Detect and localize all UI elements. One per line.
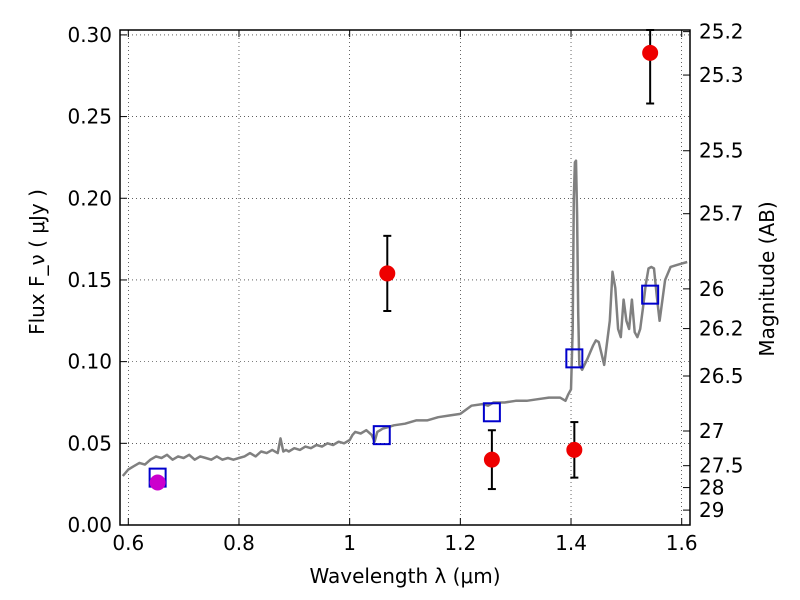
magnitude-tick-label: 25.5: [699, 139, 744, 163]
observed-flux-point: [642, 44, 659, 61]
magnitude-tick-label: 25.2: [699, 20, 744, 44]
plot-frame: [119, 29, 691, 526]
plot-area: [121, 29, 688, 491]
y-tick-label: 0.10: [67, 350, 112, 374]
observed-flux-point: [149, 474, 166, 491]
x-tick-label: 1.2: [444, 531, 476, 555]
x-axis: 0.6 0.8 1 1.2 1.4 1.6: [112, 30, 698, 555]
magnitude-tick-label: 27.5: [699, 454, 744, 478]
x-tick-label: 1.6: [666, 531, 698, 555]
model-flux-square: [641, 284, 660, 305]
x-tick-label: 0.8: [223, 531, 255, 555]
y-tick-label: 0.20: [67, 186, 112, 210]
magnitude-tick-label: 26.2: [699, 317, 744, 341]
x-tick-label: 1.4: [555, 531, 587, 555]
magnitude-tick-label: 29: [699, 498, 724, 522]
y-axis: 0.00 0.05 0.10 0.15 0.20 0.25 0.30: [67, 23, 127, 537]
y-tick-label: 0.05: [67, 431, 112, 455]
y-tick-label: 0.15: [67, 268, 112, 292]
observed-flux-point: [483, 451, 500, 468]
x-tick-label: 0.6: [112, 531, 144, 555]
magnitude-tick-label: 25.3: [699, 63, 744, 87]
magnitude-axis-label: Magnitude (AB): [755, 201, 779, 356]
model-spectrum-line: [121, 159, 688, 477]
magnitude-tick-label: 28: [699, 476, 724, 500]
model-flux-square: [565, 348, 584, 369]
magnitude-tick-label: 26: [699, 277, 724, 301]
model-flux-square: [482, 402, 501, 423]
model-flux-square: [372, 425, 391, 446]
y-tick-label: 0.30: [67, 23, 112, 47]
grid-lines: [120, 30, 690, 526]
y-tick-label: 0.25: [67, 105, 112, 129]
magnitude-tick-label: 26.5: [699, 364, 744, 388]
y-axis-label: Flux F_ν ( μJy ): [25, 189, 49, 335]
observed-flux-point: [379, 265, 396, 282]
x-tick-label: 1: [343, 531, 356, 555]
observed-flux-point: [566, 441, 583, 458]
y-tick-label: 0.00: [67, 513, 112, 537]
magnitude-tick-label: 25.7: [699, 202, 744, 226]
x-axis-label: Wavelength λ (μm): [309, 564, 500, 588]
magnitude-tick-label: 27: [699, 419, 724, 443]
